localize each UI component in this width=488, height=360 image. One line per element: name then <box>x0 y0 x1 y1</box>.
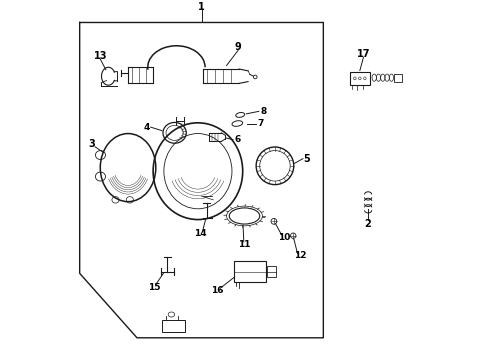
Text: 14: 14 <box>194 229 207 238</box>
Text: 3: 3 <box>89 139 95 149</box>
Text: 16: 16 <box>211 286 224 295</box>
Text: 7: 7 <box>257 119 264 128</box>
Text: 5: 5 <box>303 154 309 164</box>
Text: 8: 8 <box>260 107 266 116</box>
Text: 9: 9 <box>234 42 241 52</box>
Bar <box>233 261 265 282</box>
Text: 15: 15 <box>147 283 160 292</box>
Text: 1: 1 <box>198 2 204 12</box>
Bar <box>162 320 185 332</box>
Bar <box>349 72 369 85</box>
Text: 13: 13 <box>94 51 107 61</box>
Text: 17: 17 <box>356 49 370 59</box>
Text: 10: 10 <box>277 233 289 242</box>
Text: 4: 4 <box>143 123 150 132</box>
Bar <box>266 266 275 277</box>
Text: 12: 12 <box>293 251 305 260</box>
Text: 11: 11 <box>237 240 249 249</box>
Text: 2: 2 <box>364 219 371 229</box>
Text: 6: 6 <box>234 135 240 144</box>
Bar <box>393 75 401 82</box>
